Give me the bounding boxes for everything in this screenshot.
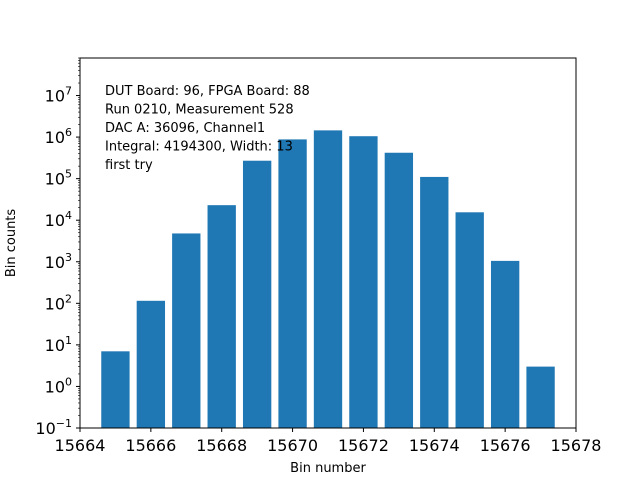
- y-tick-label: 107: [45, 85, 72, 106]
- axes-group: [79, 57, 577, 429]
- annotation-line: Run 0210, Measurement 528: [105, 103, 294, 118]
- y-tick-label: 102: [45, 292, 72, 313]
- x-tick-label: 15670: [267, 436, 318, 455]
- y-axis-label: Bin counts: [4, 209, 19, 278]
- x-tick-label: 15666: [125, 436, 176, 455]
- x-tick-label: 15664: [55, 436, 106, 455]
- y-tick-label: 10−1: [35, 417, 72, 438]
- bar-15672: [349, 136, 378, 428]
- bar-15667: [172, 233, 201, 428]
- bar-15671: [313, 130, 343, 428]
- info-annotation: DUT Board: 96, FPGA Board: 88 Run 0210, M…: [105, 84, 310, 173]
- y-tick-label: 104: [45, 209, 72, 230]
- annotation-line: DUT Board: 96, FPGA Board: 88: [105, 84, 310, 99]
- annotation-line: DAC A: 36096, Channel1: [105, 121, 265, 136]
- y-tick-label: 100: [45, 375, 72, 396]
- bar-15666: [136, 300, 166, 428]
- y-tick-label: 101: [45, 334, 72, 355]
- x-axis-ticks: 15664 15666 15668 15670 15672 15674 15676 15678: [55, 428, 602, 455]
- bar-15674: [420, 176, 449, 428]
- x-axis-label: Bin number: [290, 461, 366, 476]
- x-tick-label: 15676: [480, 436, 531, 455]
- y-axis-ticks: 10−1 100 101 102 103 104 105 106 107: [35, 57, 80, 438]
- annotation-line: first try: [105, 158, 153, 173]
- x-tick-label: 15668: [196, 436, 247, 455]
- y-tick-label: 105: [45, 168, 72, 189]
- bar-15675: [455, 212, 484, 428]
- bar-15673: [384, 152, 414, 428]
- x-tick-label: 15672: [338, 436, 389, 455]
- plot-frame: [79, 57, 577, 429]
- bar-15677: [526, 366, 555, 428]
- bar-15668: [207, 205, 236, 428]
- bar-15669: [242, 160, 272, 428]
- bar-15670: [278, 139, 307, 428]
- annotation-line: Integral: 4194300, Width: 13: [105, 140, 293, 155]
- x-tick-label: 15678: [551, 436, 602, 455]
- bar-15665: [101, 351, 130, 428]
- bar-15676: [490, 260, 520, 428]
- y-tick-label: 103: [45, 251, 72, 272]
- bars-group: [101, 130, 555, 428]
- x-tick-label: 15674: [409, 436, 460, 455]
- y-tick-label: 106: [45, 126, 72, 147]
